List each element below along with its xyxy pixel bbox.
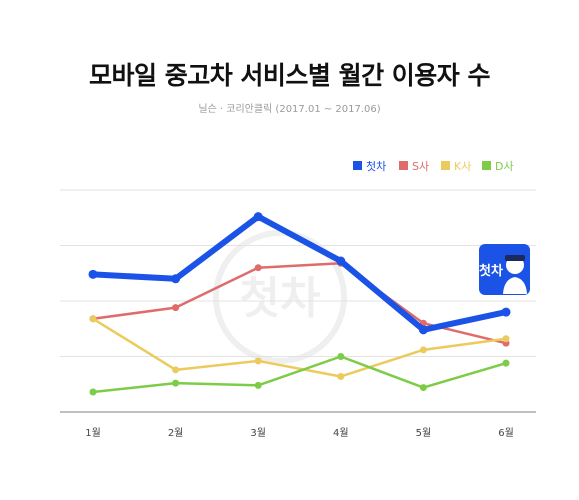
legend-swatch xyxy=(441,161,450,170)
legend-label: S사 xyxy=(412,160,429,173)
chart-title: 모바일 중고차 서비스별 월간 이용자 수 xyxy=(88,61,491,90)
series-line xyxy=(91,355,508,394)
legend-label: K사 xyxy=(454,160,471,173)
x-tick-label: 1월 xyxy=(85,427,101,439)
data-point xyxy=(172,366,180,374)
data-point xyxy=(171,274,181,284)
data-point xyxy=(419,384,427,392)
legend: 첫차 S사 K사 D사 xyxy=(353,160,514,173)
x-tick-label: 5월 xyxy=(416,427,432,439)
badge-figure-body xyxy=(503,277,527,294)
data-point xyxy=(254,264,262,272)
data-point xyxy=(501,307,511,317)
data-point xyxy=(172,304,180,312)
watermark-text: 첫차 xyxy=(240,273,321,324)
data-point xyxy=(172,379,180,387)
data-point xyxy=(337,353,345,360)
data-point xyxy=(502,335,510,343)
legend-swatch xyxy=(353,161,362,170)
data-point xyxy=(89,388,97,396)
data-point xyxy=(88,269,98,279)
data-point xyxy=(254,381,262,389)
chutcha-badge: 첫차 xyxy=(479,244,530,295)
data-point xyxy=(337,372,345,380)
x-tick-label: 3월 xyxy=(250,427,266,439)
legend-label: 첫차 xyxy=(366,160,386,173)
badge-figure-hair xyxy=(505,255,525,261)
data-point xyxy=(253,212,263,222)
series-line xyxy=(91,317,508,378)
data-point xyxy=(336,256,346,266)
watermark: 첫차 xyxy=(213,230,347,364)
legend-label: D사 xyxy=(495,160,514,173)
legend-swatch xyxy=(482,161,491,170)
series-line xyxy=(90,213,509,333)
legend-swatch xyxy=(399,161,408,170)
x-axis: 1월 2월 3월 4월 5월 6월 xyxy=(85,427,514,439)
data-point xyxy=(89,315,97,323)
x-tick-label: 4월 xyxy=(333,427,349,439)
data-point xyxy=(502,359,510,367)
data-point xyxy=(254,357,262,365)
x-tick-label: 6월 xyxy=(498,427,514,439)
x-tick-label: 2월 xyxy=(168,427,184,439)
watermark-ring xyxy=(213,230,347,364)
series-group xyxy=(88,212,511,396)
data-point xyxy=(419,346,427,354)
data-point xyxy=(418,325,428,335)
grid xyxy=(60,189,536,413)
badge-text: 첫차 xyxy=(479,263,503,279)
chart-subtitle: 닐슨 · 코리안클릭 (2017.01 ~ 2017.06) xyxy=(198,104,381,115)
